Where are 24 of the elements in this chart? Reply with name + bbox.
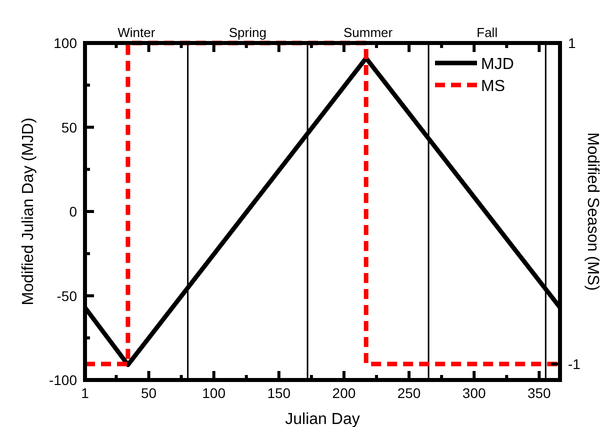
x-tick-label: 150 bbox=[267, 385, 291, 401]
y-tick-label: -100 bbox=[48, 372, 78, 388]
y2-tick-label: -1 bbox=[568, 356, 581, 372]
y2-tick-label: 1 bbox=[568, 35, 576, 51]
x-tick-label: 100 bbox=[202, 385, 226, 401]
x-tick-label: 300 bbox=[462, 385, 486, 401]
x-tick-label: 250 bbox=[397, 385, 421, 401]
text: Winter bbox=[118, 25, 156, 40]
y-axis-title: Modified Julian Day (MJD) bbox=[20, 118, 37, 306]
x-tick-label: 350 bbox=[528, 385, 552, 401]
x-tick-label: 50 bbox=[140, 385, 157, 401]
legend-label: MJD bbox=[481, 56, 514, 73]
text: Spring bbox=[228, 25, 266, 40]
y-tick-label: 0 bbox=[69, 204, 78, 220]
legend-label: MS bbox=[481, 78, 505, 95]
text: Fall bbox=[476, 25, 498, 40]
text: Summer bbox=[343, 25, 394, 40]
y2-axis-title: Modified Season (MS) bbox=[584, 132, 601, 291]
x-tick-label: 200 bbox=[332, 385, 356, 401]
y-tick-label: 50 bbox=[61, 119, 78, 136]
x-axis-title: Julian Day bbox=[285, 411, 360, 427]
y-tick-label: 100 bbox=[54, 35, 78, 51]
x-tick-label: 1 bbox=[81, 385, 90, 401]
y-tick-label: -50 bbox=[56, 288, 78, 304]
